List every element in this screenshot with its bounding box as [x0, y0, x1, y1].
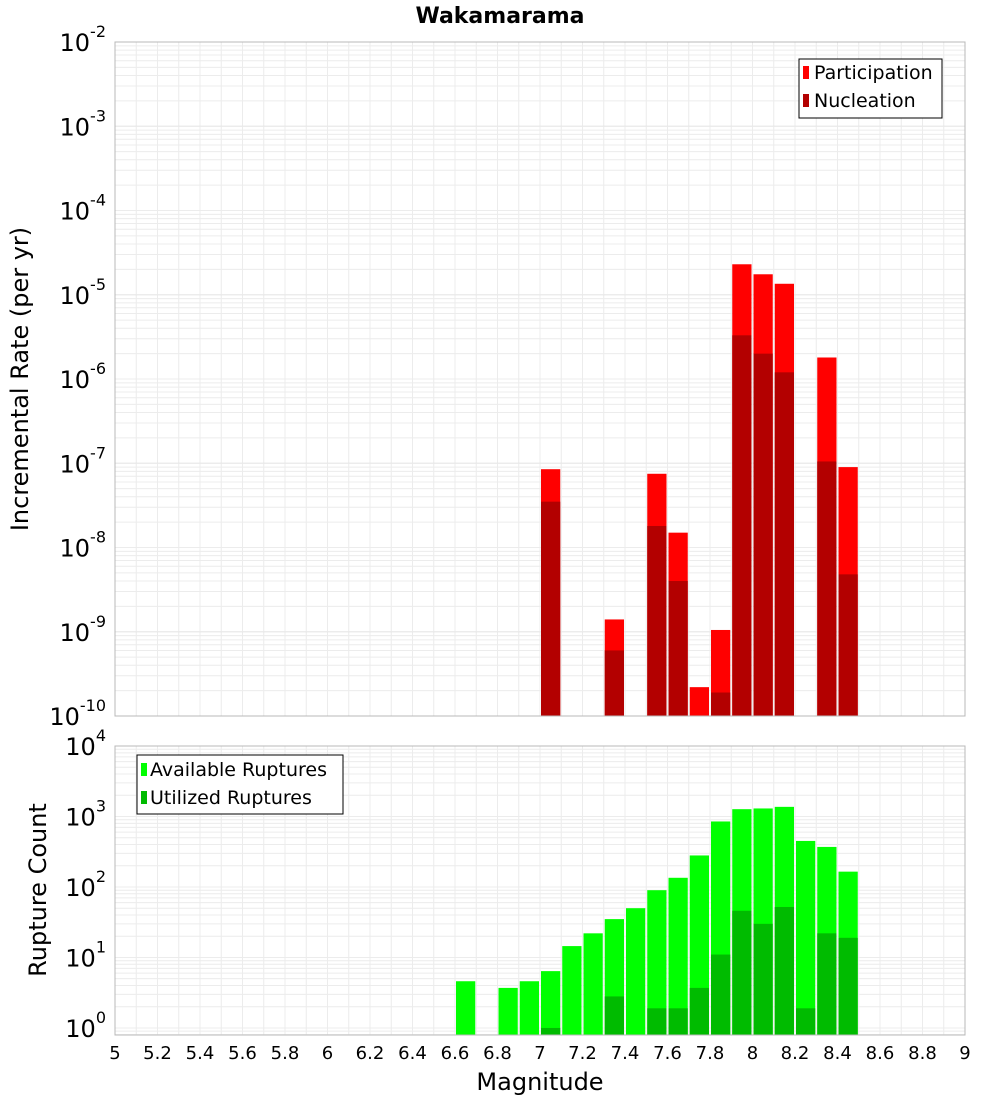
x-tick-label: 6 — [322, 1043, 333, 1064]
bar-nucleation — [838, 574, 858, 716]
top-y-tick-label: 10-7 — [60, 443, 107, 478]
bottom-y-tick-label: 100 — [65, 1008, 106, 1043]
legend-label-available-ruptures: Available Ruptures — [150, 759, 327, 781]
bar-utilized-ruptures — [817, 933, 837, 1035]
bar-available-ruptures — [583, 933, 603, 1035]
bar-available-ruptures — [647, 890, 667, 1035]
x-tick-label: 8.6 — [866, 1043, 895, 1064]
x-tick-label: 9 — [959, 1043, 970, 1064]
bar-utilized-ruptures — [647, 1008, 667, 1035]
x-tick-label: 5.8 — [271, 1043, 300, 1064]
bottom-y-tick-label: 104 — [65, 726, 106, 761]
bar-available-ruptures — [541, 971, 561, 1035]
x-axis-label: Magnitude — [476, 1068, 603, 1096]
x-tick-label: 8.2 — [781, 1043, 810, 1064]
bottom-legend-box — [136, 754, 344, 815]
bottom-y-axis-label: Rupture Count — [24, 803, 52, 977]
bottom-plot-frame — [114, 745, 966, 1036]
x-tick-label: 6.2 — [356, 1043, 385, 1064]
x-tick-label: 7 — [534, 1043, 545, 1064]
bar-available-ruptures — [498, 987, 518, 1035]
bottom-y-tick-label: 103 — [65, 796, 106, 831]
bar-utilized-ruptures — [668, 1008, 688, 1035]
ticks-layer: 10-10 10-9 10-8 10-7 10-6 10-5 10-4 10-3 10-2 100… — [49, 22, 970, 1064]
bottom-y-tick-label: 102 — [65, 867, 106, 902]
chart-title: Wakamarama — [415, 4, 584, 29]
bar-nucleation — [541, 501, 561, 716]
bar-utilized-ruptures — [732, 910, 752, 1035]
bar-utilized-ruptures — [753, 923, 773, 1035]
bars-layer — [456, 264, 858, 1035]
top-y-tick-label: 10-10 — [49, 696, 106, 731]
bar-nucleation — [732, 335, 752, 716]
x-tick-label: 5.2 — [143, 1043, 172, 1064]
top-y-tick-label: 10-3 — [60, 106, 107, 141]
bottom-legend: Available Ruptures Utilized Ruptures — [136, 754, 344, 815]
x-tick-label: 7.8 — [696, 1043, 725, 1064]
top-y-axis-label: Incremental Rate (per yr) — [6, 227, 34, 531]
top-y-tick-label: 10-2 — [60, 22, 107, 57]
bottom-y-tick-label: 101 — [65, 937, 106, 972]
x-tick-label: 5 — [109, 1043, 120, 1064]
x-tick-label: 7.2 — [568, 1043, 597, 1064]
legend-swatch-participation — [803, 66, 809, 79]
x-tick-label: 6.4 — [398, 1043, 427, 1064]
bar-available-ruptures — [562, 946, 582, 1035]
top-y-tick-label: 10-9 — [60, 612, 107, 647]
top-y-tick-label: 10-5 — [60, 275, 107, 310]
bar-available-ruptures — [519, 981, 539, 1035]
bar-utilized-ruptures — [796, 1008, 816, 1035]
bar-nucleation — [668, 581, 688, 716]
legend-swatch-nucleation — [803, 94, 809, 107]
x-tick-label: 5.4 — [186, 1043, 215, 1064]
bar-nucleation — [647, 525, 667, 716]
bar-available-ruptures — [668, 877, 688, 1035]
x-tick-label: 8.8 — [908, 1043, 937, 1064]
bar-nucleation — [753, 353, 773, 716]
legend-label-participation: Participation — [814, 62, 933, 84]
bar-nucleation — [774, 372, 794, 716]
bar-available-ruptures — [626, 908, 646, 1035]
bar-utilized-ruptures — [711, 954, 731, 1035]
top-y-tick-label: 10-6 — [60, 359, 107, 394]
legend-swatch-utilized-ruptures — [141, 791, 147, 804]
x-tick-label: 7.4 — [611, 1043, 640, 1064]
bar-available-ruptures — [456, 981, 476, 1035]
bar-available-ruptures — [796, 840, 816, 1035]
bar-participation — [689, 687, 709, 716]
bar-nucleation — [817, 461, 837, 716]
bar-utilized-ruptures — [604, 996, 624, 1035]
x-tick-label: 6.8 — [483, 1043, 512, 1064]
legend-label-nucleation: Nucleation — [814, 90, 916, 112]
x-tick-label: 7.6 — [653, 1043, 682, 1064]
x-tick-label: 6.6 — [441, 1043, 470, 1064]
x-tick-label: 5.6 — [228, 1043, 257, 1064]
top-y-tick-label: 10-8 — [60, 528, 107, 563]
legend-label-utilized-ruptures: Utilized Ruptures — [150, 787, 312, 809]
bar-nucleation — [711, 692, 731, 716]
frame-layer — [114, 41, 966, 1036]
bar-utilized-ruptures — [774, 906, 794, 1035]
x-tick-label: 8.4 — [823, 1043, 852, 1064]
top-legend-box — [798, 58, 943, 119]
top-y-tick-label: 10-4 — [60, 191, 107, 226]
bar-utilized-ruptures — [541, 1027, 561, 1035]
x-tick-label: 8 — [747, 1043, 758, 1064]
bar-utilized-ruptures — [838, 937, 858, 1035]
bar-nucleation — [604, 650, 624, 716]
top-legend: Participation Nucleation — [798, 58, 943, 119]
legend-swatch-available-ruptures — [141, 763, 147, 776]
grid-layer — [115, 42, 965, 1036]
top-plot-frame — [114, 41, 966, 717]
bar-utilized-ruptures — [689, 987, 709, 1035]
